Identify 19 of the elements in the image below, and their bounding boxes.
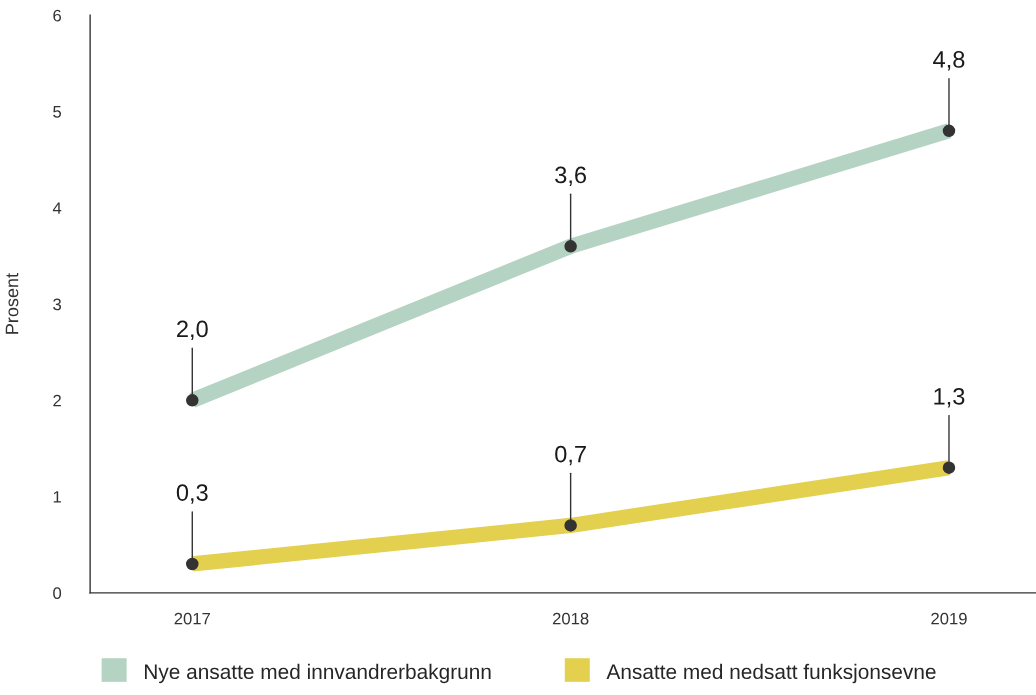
y-axis-title: Prosent [5,273,19,334]
x-tick-label: 2019 [931,612,967,625]
legend-label: Ansatte med nedsatt funksjonsevne [606,663,936,684]
x-tick-label: 2017 [174,612,210,625]
y-tick-label: 2 [53,394,61,407]
x-tick-label: 2018 [552,612,589,625]
y-tick-label: 3 [53,298,62,311]
y-tick-label: 1 [53,491,61,503]
data-label: 1,3 [934,387,965,408]
legend-label: Nye ansatte med innvandrerbakgrunn [145,663,491,684]
y-tick-label: 4 [52,202,62,214]
y-tick-label: 0 [53,587,62,600]
data-label: 0,3 [176,484,208,504]
data-label: 2,0 [177,320,208,341]
data-label: 4,8 [933,51,965,71]
data-label: 3,6 [555,166,587,187]
data-label: 0,7 [555,445,586,466]
y-tick-label: 6 [53,9,62,22]
y-tick-label: 5 [53,106,62,118]
